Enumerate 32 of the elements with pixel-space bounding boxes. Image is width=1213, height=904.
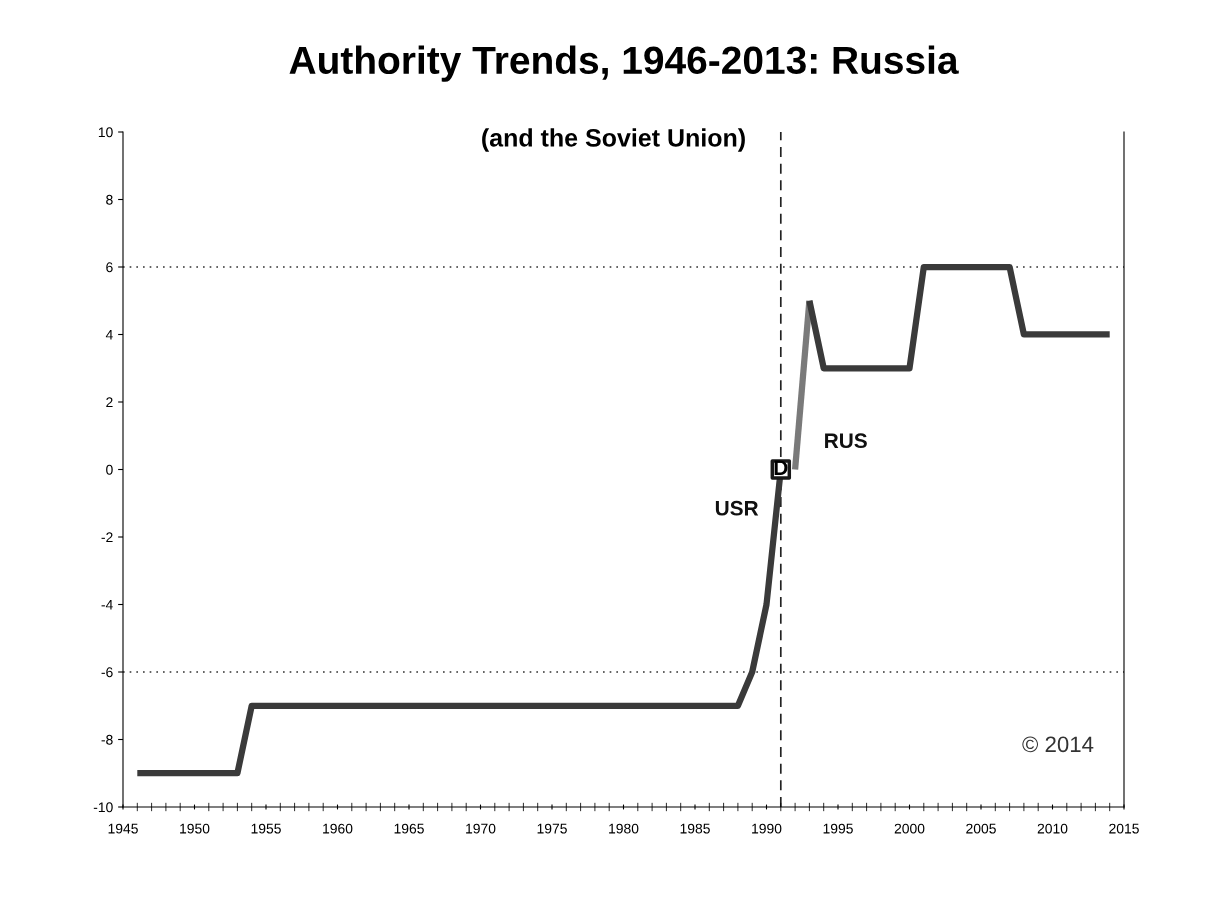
x-tick-label: 2015 [1109, 823, 1139, 834]
y-tick-label: 4 [105, 329, 113, 340]
y-tick-label: -8 [101, 734, 113, 745]
y-tick-label: 8 [106, 194, 113, 205]
annotation: D [774, 460, 788, 475]
y-tick-label: 6 [106, 262, 113, 273]
x-tick-label: 1945 [108, 823, 138, 834]
y-tick-label: 10 [98, 127, 113, 138]
x-tick-label: 1955 [251, 823, 281, 834]
x-tick-label: 1985 [680, 823, 710, 834]
y-tick-label: 0 [106, 464, 113, 475]
y-tick-label: -6 [101, 667, 113, 678]
y-tick-label: -4 [101, 599, 113, 610]
chart-title: Authority Trends, 1946-2013: Russia [289, 45, 959, 82]
x-tick-label: 1970 [466, 823, 496, 834]
x-tick-label: 1995 [823, 823, 853, 834]
x-tick-label: 2010 [1037, 823, 1068, 834]
x-tick-label: 1990 [752, 823, 782, 834]
x-tick-label: 1975 [537, 823, 567, 834]
annotation: RUS [825, 433, 867, 449]
x-tick-label: 2000 [894, 823, 925, 834]
annotation: © 2014 [1022, 736, 1094, 753]
y-tick-label: -10 [93, 802, 113, 813]
x-tick-label: 1980 [609, 823, 639, 834]
x-tick-label: 1965 [394, 823, 424, 834]
x-tick-label: 1950 [180, 823, 210, 834]
annotation: USR [715, 500, 759, 516]
chart-subtitle: (and the Soviet Union) [482, 128, 745, 152]
x-tick-label: 1960 [323, 823, 353, 834]
y-tick-label: 2 [106, 397, 113, 408]
x-tick-label: 2005 [966, 823, 996, 834]
y-tick-label: -2 [101, 532, 113, 543]
